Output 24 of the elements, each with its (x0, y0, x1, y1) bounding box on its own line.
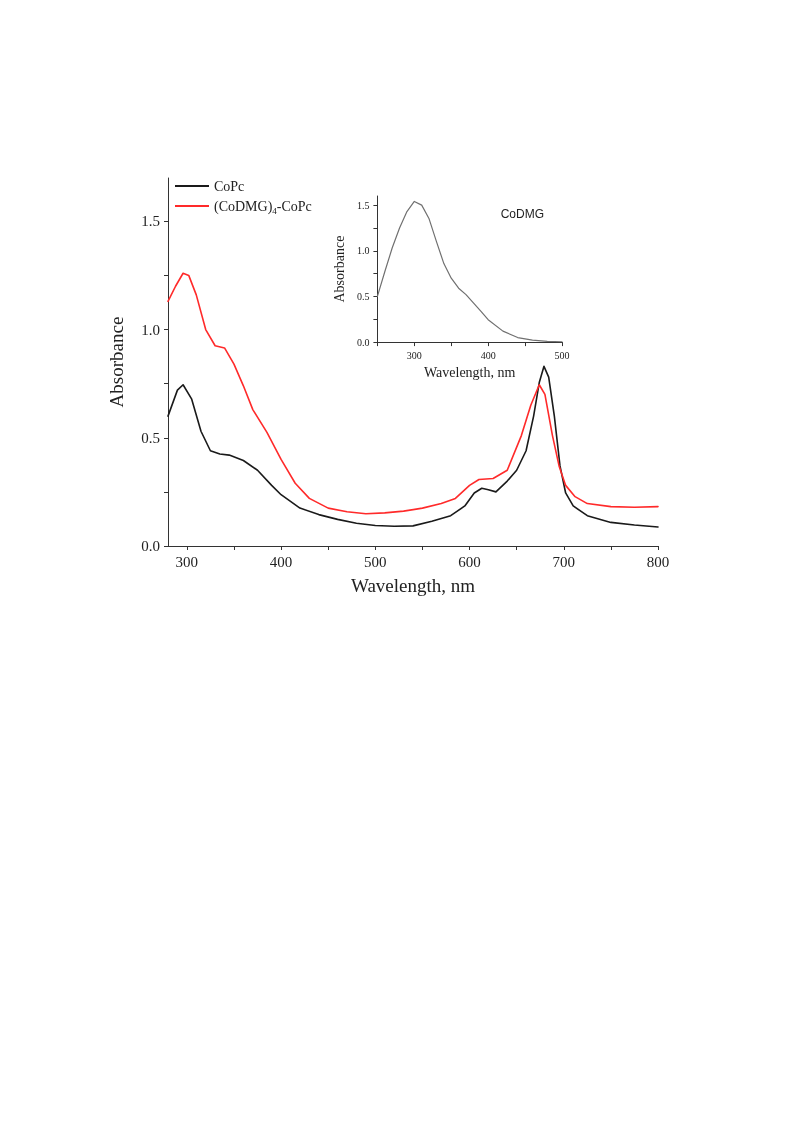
x-axis-title: Wavelength, nm (350, 575, 476, 596)
text: CoDMG (500, 207, 545, 221)
y-axis-title: Absorbance (331, 235, 347, 303)
line-series (167, 365, 659, 528)
y-tick-label: 0.0 (356, 336, 370, 348)
y-tick-label: 0.0 (141, 538, 160, 554)
y-tick-label: 1.0 (141, 321, 160, 338)
x-axis-title: Wavelength, nm (424, 364, 516, 380)
x-tick-label: 400 (269, 553, 293, 570)
x-tick-label: 500 (554, 349, 570, 361)
x-tick-label: 800 (646, 553, 670, 570)
x-tick-label: 700 (552, 553, 576, 570)
y-tick-label: 1.5 (356, 199, 370, 211)
y-tick-label: 1.0 (356, 245, 370, 257)
y-tick-label: 1.5 (141, 213, 160, 230)
y-tick-label: 0.5 (141, 429, 160, 446)
x-tick-label: 300 (175, 553, 199, 570)
y-axis-title: Absorbance (106, 316, 127, 408)
legend-label: CoPc (214, 178, 245, 194)
x-tick-label: 600 (458, 553, 481, 570)
x-tick-label: 500 (364, 553, 387, 570)
x-tick-label: 300 (406, 349, 422, 361)
y-tick-label: 0.5 (356, 290, 370, 302)
x-tick-label: 400 (480, 349, 496, 361)
